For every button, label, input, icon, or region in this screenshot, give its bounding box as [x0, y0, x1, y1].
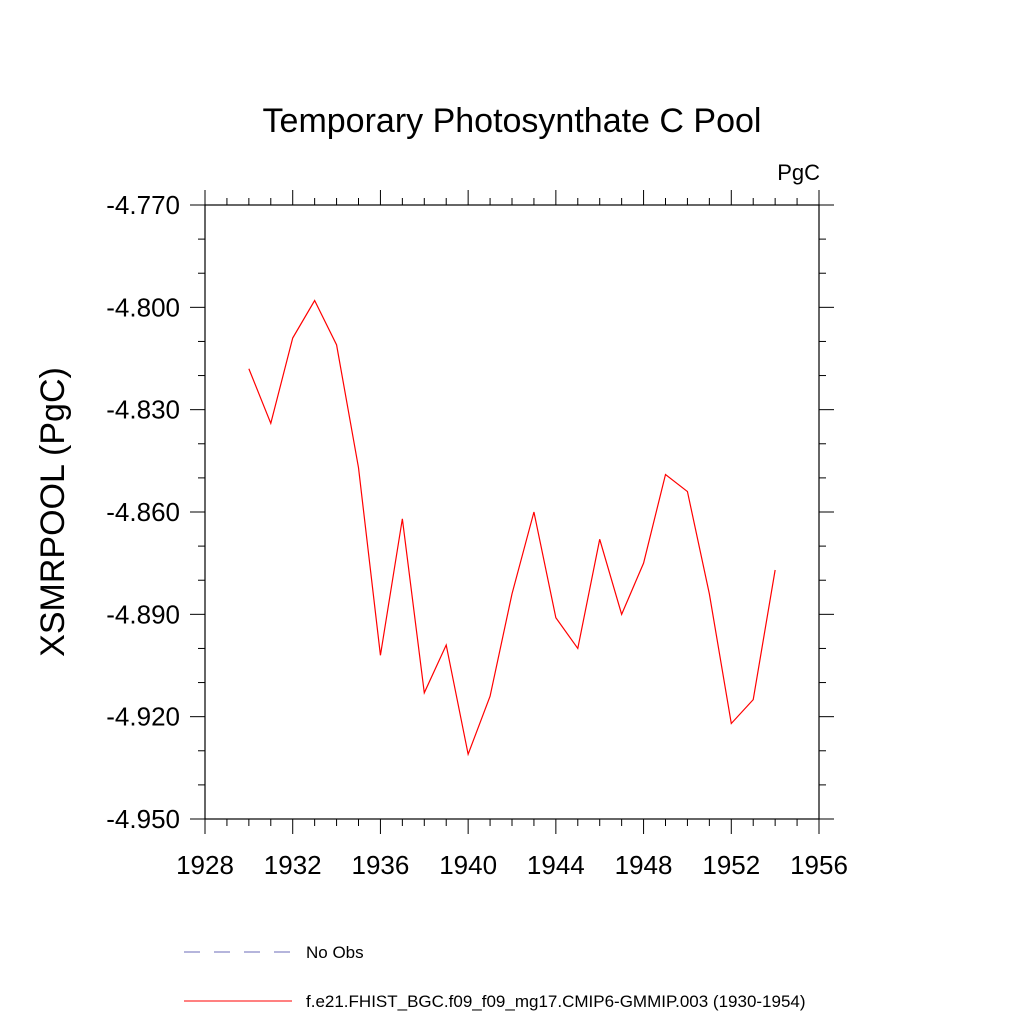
x-tick-label: 1928 [176, 850, 234, 880]
x-tick-label: 1936 [352, 850, 410, 880]
y-tick-label: -4.800 [106, 292, 180, 322]
y-tick-label: -4.920 [106, 702, 180, 732]
plot-frame [204, 204, 820, 820]
x-tick-label: 1956 [790, 850, 848, 880]
y-tick-label: -4.890 [106, 599, 180, 629]
tick-labels: 1928 1932 1936 1940 1944 1948 1952 1956 -4.770 -4… [106, 190, 848, 880]
data-series [248, 299, 776, 757]
legend-label: f.e21.FHIST_BGC.f09_f09_mg17.CMIP6-GMMIP… [306, 992, 806, 1011]
y-tick-label: -4.950 [106, 804, 180, 834]
x-tick-label: 1932 [264, 850, 322, 880]
x-tick-label: 1940 [439, 850, 497, 880]
y-axis-label: XSMRPOOL (PgC) [34, 367, 72, 657]
y-tick-label: -4.830 [106, 395, 180, 425]
chart-title: Temporary Photosynthate C Pool [263, 102, 762, 140]
units-label: PgC [777, 160, 820, 185]
legend-label: No Obs [306, 943, 364, 962]
x-tick-label: 1948 [615, 850, 673, 880]
axis-ticks [190, 190, 834, 834]
y-tick-label: -4.770 [106, 190, 180, 220]
x-tick-label: 1944 [527, 850, 585, 880]
legend: No Obs f.e21.FHIST_BGC.f09_f09_mg17.CMIP6… [184, 943, 806, 1011]
x-tick-label: 1952 [702, 850, 760, 880]
series-line [248, 299, 776, 757]
y-tick-label: -4.860 [106, 497, 180, 527]
